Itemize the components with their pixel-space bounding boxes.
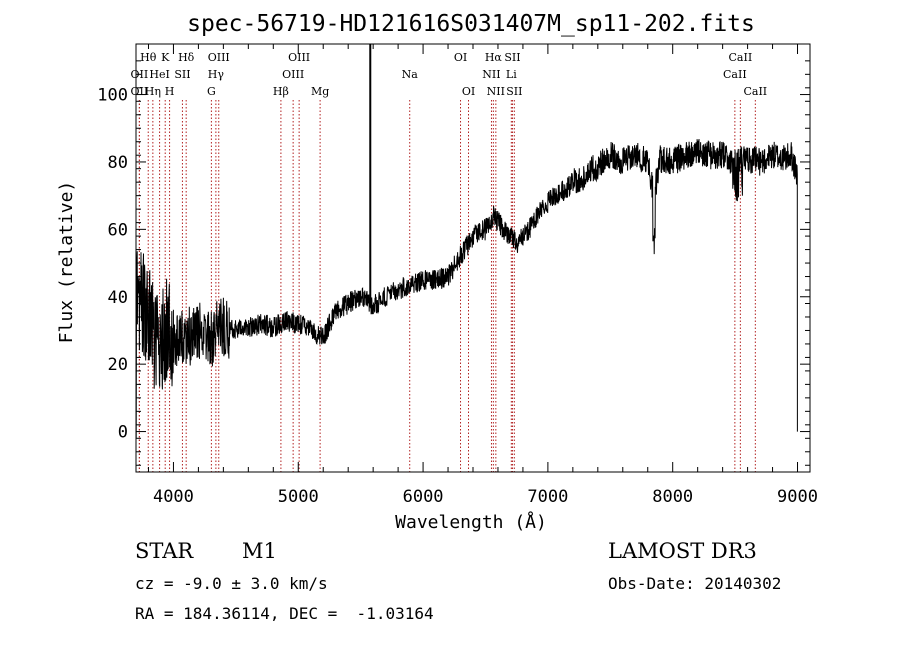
x-tick-label: 8000 xyxy=(652,487,693,507)
line-marker-label: K xyxy=(161,51,170,64)
observation-date: Obs-Date: 20140302 xyxy=(608,574,782,593)
line-marker-label: Hη xyxy=(145,85,161,98)
line-marker-label-group: HθOIIOIIHηHeIKHSIIHδGHγOIIIHβOIIIOIIIMgN… xyxy=(131,51,768,98)
x-axis-ticks: 4000 5000 6000 7000 8000 9000 xyxy=(147,44,818,507)
chart-title: spec-56719-HD121616S031407M_sp11-202.fit… xyxy=(187,11,755,37)
x-tick-label: 7000 xyxy=(527,487,568,507)
line-marker-label: OI xyxy=(454,51,467,64)
line-marker-label: SII xyxy=(506,85,522,98)
line-marker-label: Hγ xyxy=(208,68,225,81)
x-tick-label: 4000 xyxy=(153,487,194,507)
y-tick-label: 80 xyxy=(108,153,128,173)
line-marker-label: OIII xyxy=(288,51,310,64)
y-axis-ticks: 0 20 40 60 80 100 xyxy=(97,60,810,466)
line-marker-label: H xyxy=(165,85,175,98)
y-tick-label: 40 xyxy=(108,288,128,308)
line-marker-label: SII xyxy=(504,51,520,64)
spectrum-line xyxy=(135,138,798,439)
y-tick-label: 0 xyxy=(118,423,128,443)
line-marker-label: NII xyxy=(482,68,500,81)
sky-coordinates: RA = 184.36114, DEC = -1.03164 xyxy=(135,604,434,623)
y-tick-label: 60 xyxy=(108,220,128,240)
line-marker-label: OI xyxy=(462,85,475,98)
line-marker-label: SII xyxy=(174,68,190,81)
object-class: STAR xyxy=(135,539,194,563)
line-marker-label: Hβ xyxy=(273,85,289,98)
line-marker-label: HeI xyxy=(149,68,169,81)
line-marker-label: CaII xyxy=(729,51,753,64)
survey-name: LAMOST DR3 xyxy=(608,539,757,563)
x-tick-label: 5000 xyxy=(278,487,319,507)
line-marker-label: Hθ xyxy=(140,51,157,64)
line-marker-label: OIII xyxy=(282,68,304,81)
y-tick-label: 100 xyxy=(97,86,128,106)
line-marker-label: OIII xyxy=(208,51,230,64)
x-axis-label: Wavelength (Å) xyxy=(395,511,547,533)
x-tick-label: 6000 xyxy=(403,487,444,507)
y-axis-label: Flux (relative) xyxy=(56,181,77,344)
line-marker-label: Mg xyxy=(311,85,329,98)
x-tick-label: 9000 xyxy=(777,487,818,507)
line-marker-label: Li xyxy=(506,68,517,81)
object-subclass: M1 xyxy=(242,539,277,563)
line-marker-label: Na xyxy=(402,68,419,81)
line-marker-label: CaII xyxy=(723,68,747,81)
line-marker-label: NII xyxy=(487,85,505,98)
plot-frame xyxy=(135,43,811,473)
line-marker-label: G xyxy=(207,85,216,98)
line-marker-label: Hδ xyxy=(178,51,195,64)
line-marker-label: Hα xyxy=(485,51,503,64)
spectrum-chart: spec-56719-HD121616S031407M_sp11-202.fit… xyxy=(56,11,818,533)
y-tick-label: 20 xyxy=(108,355,128,375)
line-marker-label: CaII xyxy=(743,85,767,98)
redshift-velocity: cz = -9.0 ± 3.0 km/s xyxy=(135,574,328,593)
